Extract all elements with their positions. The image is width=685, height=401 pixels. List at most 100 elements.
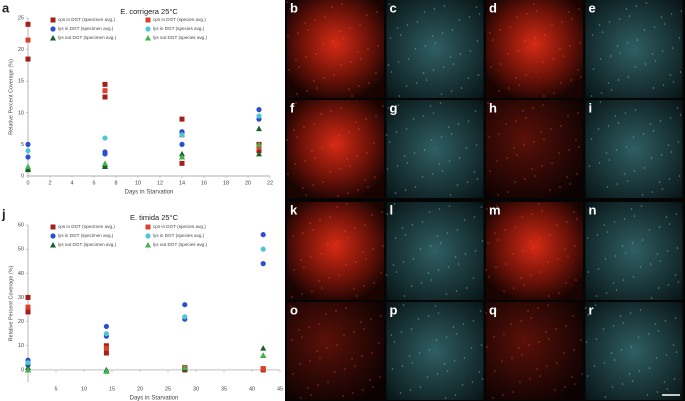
speck (616, 183, 619, 185)
speck (386, 213, 389, 215)
speck (628, 373, 631, 375)
speck (630, 208, 633, 210)
speck (531, 168, 533, 170)
speck (657, 287, 660, 289)
x-tick-label: 18 (223, 180, 229, 186)
panel-label: i (589, 100, 593, 115)
speck (313, 80, 315, 82)
speck (534, 37, 536, 39)
speck (319, 357, 321, 359)
speck (546, 365, 548, 367)
data-point (25, 21, 31, 27)
legend-marker (50, 224, 56, 230)
data-point (179, 141, 185, 147)
legend-label: lys out DGT (species avg.) (153, 35, 208, 40)
speck (535, 71, 537, 73)
speck (661, 188, 664, 190)
speck (578, 146, 580, 148)
speck (473, 216, 476, 218)
speck (311, 150, 313, 152)
legend-label: cps in DGT (species avg.) (153, 224, 206, 229)
speck (633, 170, 636, 172)
speck (553, 92, 555, 94)
speck (296, 136, 298, 138)
speck (445, 293, 448, 295)
legend-marker (145, 233, 151, 239)
speck (475, 144, 478, 146)
speck (363, 285, 365, 287)
speck (443, 363, 446, 365)
data-point (25, 309, 31, 315)
speck (656, 253, 659, 255)
speck (556, 224, 558, 226)
data-point (260, 352, 267, 358)
speck (505, 123, 507, 125)
speck (565, 282, 567, 284)
speck (579, 42, 581, 44)
x-tick-label: 40 (249, 386, 255, 392)
data-point (25, 304, 31, 310)
micrograph (386, 0, 484, 98)
speck (478, 371, 481, 373)
panel-label: g (390, 100, 398, 115)
speck (522, 110, 524, 112)
speck (529, 240, 531, 242)
speck (510, 323, 512, 325)
x-tick-label: 4 (70, 180, 73, 186)
speck (329, 171, 331, 173)
speck (649, 123, 652, 125)
speck (675, 213, 678, 215)
speck (367, 48, 369, 50)
speck (625, 146, 628, 148)
x-axis-label: Days in Starvation (130, 396, 179, 401)
speck (664, 320, 667, 322)
x-tick-label: 12 (157, 180, 163, 186)
speck (491, 5, 493, 7)
speck (657, 330, 660, 332)
speck (655, 357, 658, 359)
speck (599, 58, 602, 60)
speck (605, 292, 608, 294)
speck (487, 102, 489, 104)
speck (560, 82, 562, 84)
speck (472, 320, 475, 322)
speck (370, 318, 372, 320)
micrograph (585, 202, 683, 300)
speck (339, 30, 341, 32)
speck (442, 66, 445, 68)
speck (387, 107, 390, 109)
legend-label: cps in DGT (specimen avg.) (58, 224, 115, 229)
speck (617, 122, 620, 124)
speck (594, 304, 597, 306)
speck (634, 66, 637, 68)
x-tick-label: 14 (179, 180, 185, 186)
speck (373, 282, 375, 284)
speck (293, 129, 295, 131)
data-point (179, 160, 185, 166)
speck (518, 347, 520, 349)
panel-label: h (489, 100, 497, 115)
speck (505, 263, 507, 265)
panel-label: r (589, 302, 594, 317)
panel-label: m (489, 202, 501, 217)
speck (289, 8, 291, 10)
legend-label: cps in DGT (species avg.) (153, 17, 206, 22)
speck (423, 149, 426, 151)
speck (310, 256, 312, 258)
speck (500, 63, 502, 65)
speck (463, 357, 466, 359)
speck (663, 381, 666, 383)
speck (430, 139, 433, 141)
speck (294, 163, 296, 165)
data-point (256, 150, 262, 157)
speck (376, 11, 378, 13)
speck (581, 373, 583, 375)
speck (575, 279, 577, 281)
speck (445, 336, 448, 338)
speck (577, 112, 579, 114)
speck (521, 354, 523, 356)
speck (651, 191, 654, 193)
speck (364, 179, 366, 181)
speck (536, 10, 538, 12)
speck (570, 79, 572, 81)
